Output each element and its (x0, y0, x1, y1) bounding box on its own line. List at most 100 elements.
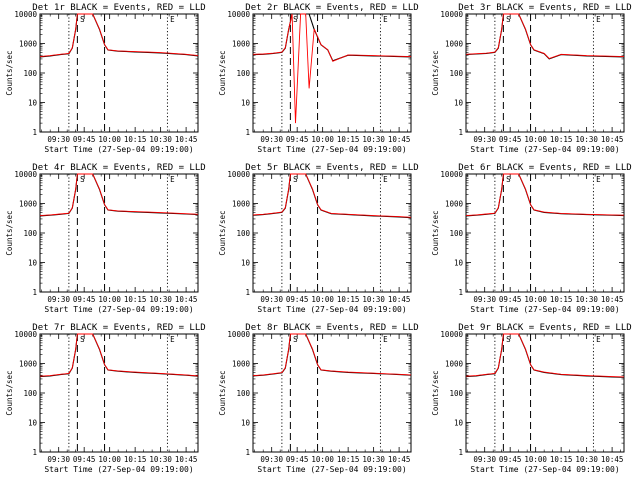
y-axis-label: Counts/sec (218, 370, 227, 415)
x-tick-label: 09:45 (499, 455, 522, 464)
marker-label: E (596, 335, 601, 344)
x-tick-label: 10:45 (175, 455, 198, 464)
chart-title: Det 9r BLACK = Events, RED = LLD (458, 323, 631, 333)
y-tick-label: 10000 (440, 330, 463, 339)
x-axis-label: Start Time (27-Sep-04 09:19:00) (257, 305, 406, 314)
marker-label: S (80, 175, 85, 184)
y-tick-label: 1000 (19, 360, 38, 369)
y-tick-label: 1 (458, 448, 463, 457)
x-tick-label: 10:00 (311, 135, 334, 144)
x-tick-label: 09:30 (260, 135, 283, 144)
x-tick-label: 09:30 (473, 295, 496, 304)
y-tick-label: 10000 (227, 330, 250, 339)
x-tick-label: 10:30 (575, 295, 598, 304)
x-tick-label: 09:45 (286, 135, 309, 144)
detector-chart: Det 6r BLACK = Events, RED = LLD 1 10 100 10… (431, 163, 632, 314)
marker-label: S (506, 175, 511, 184)
y-tick-label: 10 (241, 99, 251, 108)
marker-label: E (383, 335, 388, 344)
y-axis-label: Counts/sec (5, 370, 14, 415)
marker-label: S (506, 335, 511, 344)
x-tick-label: 10:30 (362, 135, 385, 144)
x-axis-label: Start Time (27-Sep-04 09:19:00) (257, 465, 406, 474)
detector-chart: Det 3r BLACK = Events, RED = LLD 1 10 100 10… (431, 3, 632, 154)
plot-frame (465, 333, 625, 453)
x-axis-label: Start Time (27-Sep-04 09:19:00) (44, 305, 193, 314)
y-tick-label: 10 (28, 259, 38, 268)
marker-label: S (293, 335, 298, 344)
plot-frame (252, 173, 412, 293)
x-tick-label: 10:45 (601, 455, 624, 464)
y-tick-label: 10 (28, 419, 38, 428)
chart-title: Det 1r BLACK = Events, RED = LLD (32, 3, 205, 13)
lld-series-line (465, 333, 625, 378)
x-tick-label: 10:45 (601, 295, 624, 304)
chart-title: Det 6r BLACK = Events, RED = LLD (458, 163, 631, 173)
detector-chart: Det 1r BLACK = Events, RED = LLD 1 10 100 10… (5, 3, 206, 154)
y-tick-label: 1 (32, 448, 37, 457)
x-tick-label: 10:45 (175, 135, 198, 144)
x-tick-label: 09:45 (286, 455, 309, 464)
lld-series-line (465, 13, 625, 60)
x-tick-label: 09:45 (286, 295, 309, 304)
y-tick-label: 1 (32, 128, 37, 137)
chart-title: Det 4r BLACK = Events, RED = LLD (32, 163, 205, 173)
y-tick-label: 100 (236, 229, 250, 238)
y-tick-label: 100 (449, 69, 463, 78)
x-tick-label: 09:30 (260, 455, 283, 464)
x-axis-label: Start Time (27-Sep-04 09:19:00) (470, 465, 619, 474)
x-tick-label: 10:45 (601, 135, 624, 144)
x-tick-label: 09:30 (47, 135, 70, 144)
x-tick-label: 09:30 (260, 295, 283, 304)
detector-chart: Det 5r BLACK = Events, RED = LLD 1 10 100 10… (218, 163, 419, 314)
x-tick-label: 09:45 (499, 295, 522, 304)
x-tick-label: 09:45 (499, 135, 522, 144)
y-axis-label: Counts/sec (218, 210, 227, 255)
plot-frame (39, 173, 199, 293)
plot-frame (465, 13, 625, 133)
y-axis-label: Counts/sec (431, 370, 440, 415)
chart-title: Det 8r BLACK = Events, RED = LLD (245, 323, 418, 333)
x-tick-label: 09:45 (73, 295, 96, 304)
chart-title: Det 3r BLACK = Events, RED = LLD (458, 3, 631, 13)
y-tick-label: 10 (454, 259, 464, 268)
y-tick-label: 10 (454, 419, 464, 428)
marker-label: E (383, 175, 388, 184)
y-tick-label: 100 (236, 69, 250, 78)
chart-title: Det 7r BLACK = Events, RED = LLD (32, 323, 205, 333)
y-tick-label: 10000 (14, 170, 37, 179)
marker-label: S (80, 335, 85, 344)
x-tick-label: 10:30 (149, 295, 172, 304)
lld-series-line (465, 173, 625, 217)
x-tick-label: 10:30 (362, 455, 385, 464)
y-tick-label: 1000 (19, 200, 38, 209)
y-tick-label: 1000 (445, 360, 464, 369)
x-tick-label: 09:30 (47, 455, 70, 464)
x-tick-label: 09:30 (47, 295, 70, 304)
detector-chart: Det 4r BLACK = Events, RED = LLD 1 10 100 10… (5, 163, 206, 314)
x-tick-label: 10:00 (524, 455, 547, 464)
y-tick-label: 100 (23, 389, 37, 398)
y-tick-label: 1 (458, 128, 463, 137)
y-tick-label: 10000 (227, 10, 250, 19)
y-tick-label: 10 (28, 99, 38, 108)
x-tick-label: 10:15 (550, 455, 573, 464)
x-tick-label: 10:30 (575, 455, 598, 464)
detector-chart: Det 8r BLACK = Events, RED = LLD 1 10 100 10… (218, 323, 419, 474)
marker-label: E (170, 175, 175, 184)
detector-chart: Det 2r BLACK = Events, RED = LLD 1 10 100 10… (218, 3, 419, 154)
x-axis-label: Start Time (27-Sep-04 09:19:00) (44, 465, 193, 474)
x-tick-label: 10:45 (388, 455, 411, 464)
x-tick-label: 10:30 (575, 135, 598, 144)
x-axis-label: Start Time (27-Sep-04 09:19:00) (470, 305, 619, 314)
marker-label: S (293, 175, 298, 184)
x-tick-label: 10:00 (524, 135, 547, 144)
y-tick-label: 10000 (440, 170, 463, 179)
x-tick-label: 10:00 (98, 295, 121, 304)
x-tick-label: 10:00 (524, 295, 547, 304)
y-tick-label: 1 (245, 288, 250, 297)
x-tick-label: 10:30 (149, 135, 172, 144)
y-axis-label: Counts/sec (431, 210, 440, 255)
y-tick-label: 100 (23, 229, 37, 238)
y-axis-label: Counts/sec (5, 210, 14, 255)
